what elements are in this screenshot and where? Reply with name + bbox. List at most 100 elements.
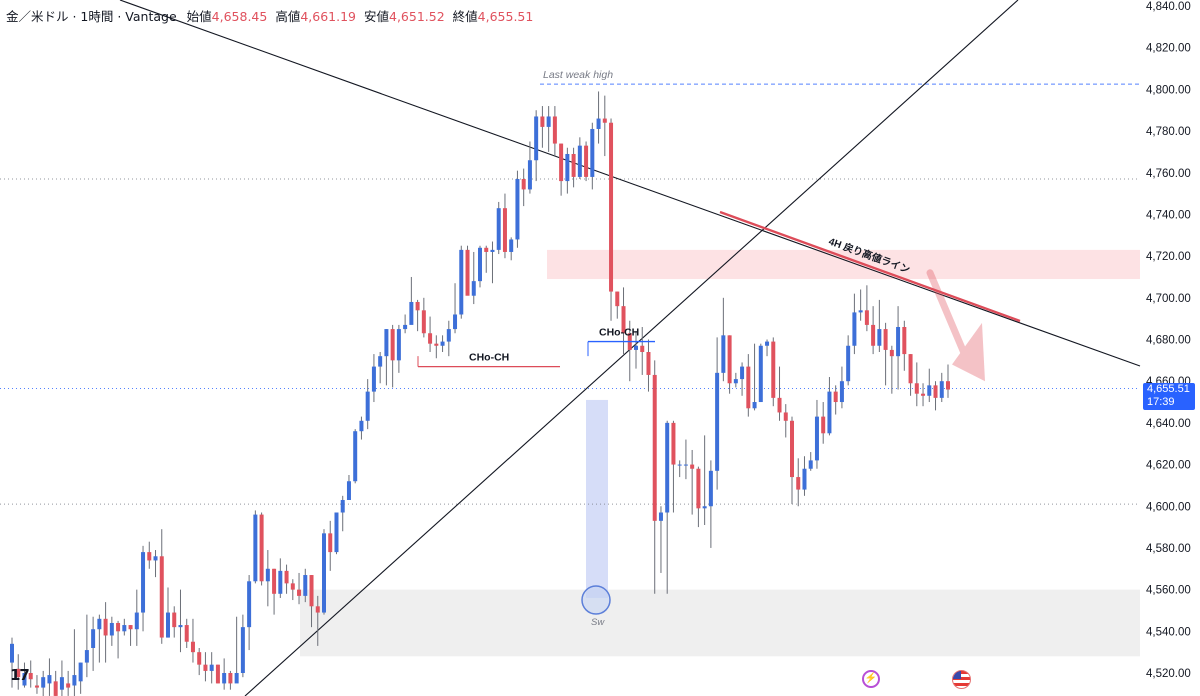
candle-body <box>546 116 551 127</box>
candle <box>322 529 326 615</box>
candle-body <box>696 468 701 509</box>
candle <box>265 550 270 607</box>
candle <box>122 618 127 636</box>
lightning-icon[interactable]: ⚡ <box>862 670 880 688</box>
candle-body <box>565 153 570 182</box>
candle <box>334 512 339 555</box>
candle <box>203 652 208 682</box>
candle <box>715 337 720 490</box>
candle-body <box>721 335 726 373</box>
candle <box>490 241 495 284</box>
y-tick-label: 4,800.00 <box>1146 84 1191 96</box>
symbol-title[interactable]: 金／米ドル · 1時間 · Vantage <box>6 9 177 24</box>
candle-body <box>353 431 358 482</box>
open-value: 4,658.45 <box>211 9 268 24</box>
candle-body <box>147 552 152 561</box>
candle-body <box>459 249 464 315</box>
candle <box>896 306 901 390</box>
candle <box>328 520 333 571</box>
candle-body <box>247 581 252 628</box>
candle <box>584 141 589 182</box>
candle-body <box>209 664 214 671</box>
candle <box>821 402 826 444</box>
candle <box>671 420 676 513</box>
sweep-circle <box>581 585 611 615</box>
4h-pullback-high-line <box>719 210 1021 323</box>
sweep-label: Sw <box>591 617 605 628</box>
candle <box>527 141 532 194</box>
candle-body <box>671 422 676 465</box>
candle-body <box>328 533 333 553</box>
candle <box>621 287 626 355</box>
candle-body <box>833 391 838 403</box>
candle-body <box>571 153 576 177</box>
candle <box>602 95 607 157</box>
high-label: 高値 <box>275 9 301 24</box>
low-label: 安値 <box>363 9 389 24</box>
candle <box>141 545 146 632</box>
candle <box>353 429 358 484</box>
candle-body <box>184 625 189 642</box>
us-flag-icon[interactable] <box>952 670 971 689</box>
candle-body <box>22 673 27 686</box>
candle-body <box>97 618 102 630</box>
candle-body <box>278 570 283 594</box>
candle <box>939 372 944 403</box>
candle <box>34 675 39 694</box>
candle-body <box>346 481 351 500</box>
candle <box>28 660 33 688</box>
candle <box>16 654 21 690</box>
candle-body <box>197 652 202 665</box>
y-tick-label: 4,640.00 <box>1146 418 1191 430</box>
current-price-tag: 4,655.51 17:39 <box>1143 383 1195 410</box>
candle-body <box>215 664 220 684</box>
candle <box>640 326 645 375</box>
close-label: 終値 <box>452 9 478 24</box>
candle-body <box>683 464 688 466</box>
candle <box>946 364 950 398</box>
candle <box>846 335 851 386</box>
candle <box>403 314 408 334</box>
candle <box>864 285 869 332</box>
candle-body <box>222 673 227 684</box>
candle-body <box>290 583 295 590</box>
forecast-arrow-head <box>952 322 985 382</box>
tradingview-logo[interactable]: 17 <box>10 666 30 684</box>
candle-body <box>908 354 913 384</box>
candle <box>658 506 663 573</box>
candle <box>290 579 295 601</box>
candle-body <box>47 675 52 684</box>
candle <box>434 335 439 359</box>
candle <box>902 320 907 371</box>
candle-body <box>758 345 763 403</box>
y-tick-label: 4,520.00 <box>1146 668 1191 680</box>
candle-body <box>265 568 270 582</box>
candle <box>41 670 46 696</box>
candle-body <box>790 420 794 478</box>
candle <box>852 293 857 355</box>
candle <box>166 587 170 638</box>
candle-body <box>471 281 476 296</box>
candle-body <box>309 575 314 607</box>
candle <box>740 362 745 396</box>
high-value: 4,661.19 <box>300 9 356 24</box>
candle-body <box>484 247 489 252</box>
candle-body <box>359 420 364 432</box>
candle <box>546 106 551 152</box>
candle-body <box>871 324 876 346</box>
candle <box>91 616 96 671</box>
candle-body <box>796 477 801 490</box>
candle-body <box>902 326 907 355</box>
y-tick-label: 4,600.00 <box>1146 501 1191 513</box>
sweep-highlight <box>586 399 608 598</box>
candle-body <box>334 512 339 553</box>
candle-body <box>939 381 944 398</box>
candle-body <box>590 128 595 177</box>
candle-body <box>946 381 950 390</box>
candle <box>303 568 308 603</box>
candle-body <box>652 374 657 521</box>
candle <box>471 251 476 305</box>
candle <box>297 572 302 605</box>
candle-body <box>634 345 638 350</box>
